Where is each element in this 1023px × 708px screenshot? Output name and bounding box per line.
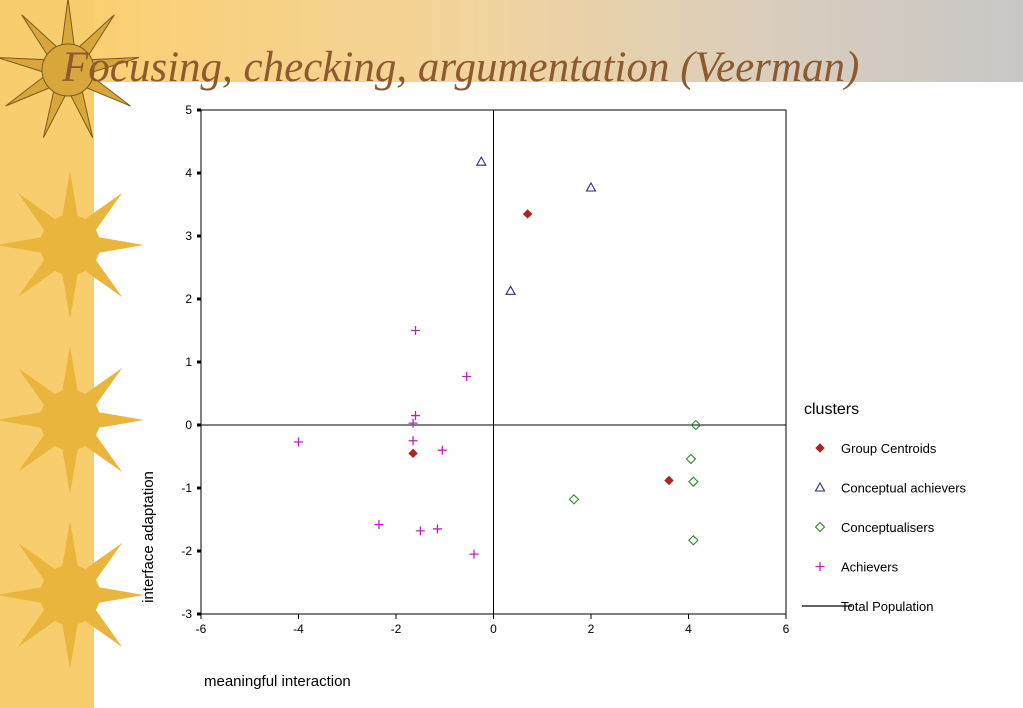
top-title-band <box>94 0 1023 82</box>
point-conceptualisers <box>568 494 580 505</box>
tick-labels: -6 -4 -2 0 2 4 6 -3 -2 -1 0 1 2 3 4 5 <box>181 103 789 636</box>
point-achievers <box>294 437 303 447</box>
legend-marker-achievers <box>815 562 825 571</box>
y-tick-mark <box>197 108 201 112</box>
y-tick-label: 3 <box>185 229 192 243</box>
x-tick-label: -2 <box>391 622 402 636</box>
legend-marker-group-centroids <box>815 443 825 453</box>
point-conceptualisers <box>685 453 697 465</box>
y-tick-mark <box>197 234 201 238</box>
x-tick-label: 4 <box>685 622 692 636</box>
y-tick-label: -1 <box>181 481 192 495</box>
legend-label-conceptualisers: Conceptualisers <box>841 520 935 535</box>
point-achievers <box>408 436 418 446</box>
y-tick-mark <box>197 360 201 364</box>
point-achievers <box>462 371 472 381</box>
x-tick-label: -4 <box>293 622 304 636</box>
x-tick-label: 6 <box>783 622 790 636</box>
axes <box>200 109 787 615</box>
legend-label-conceptual-achievers: Conceptual achievers <box>841 481 967 496</box>
sun-icon <box>0 521 144 669</box>
y-tick-mark <box>197 549 201 553</box>
data-points <box>294 156 702 559</box>
point-achievers <box>469 549 479 559</box>
sun-decoration <box>0 0 144 669</box>
y-tick-label: 4 <box>185 166 192 180</box>
x-tick-label: 0 <box>490 622 497 636</box>
legend-label-group-centroids: Group Centroids <box>841 441 937 456</box>
legend: clusters Group Centroids Conceptual achie… <box>802 401 967 614</box>
y-tick-label: 0 <box>185 418 192 432</box>
point-achievers <box>432 524 442 534</box>
y-tick-mark <box>197 612 201 616</box>
legend-title: clusters <box>804 401 859 418</box>
point-conceptualisers <box>690 419 702 431</box>
y-tick-mark <box>197 297 201 301</box>
point-achievers <box>408 418 418 428</box>
legend-label-achievers: Achievers <box>841 560 899 575</box>
point-achievers <box>437 445 447 455</box>
sun-icon <box>0 346 144 494</box>
point-achievers <box>411 326 420 335</box>
point-conceptualisers <box>688 535 699 546</box>
x-tick-label: -6 <box>196 622 207 636</box>
legend-label-total-population: Total Population <box>841 599 934 614</box>
point-group-centroids <box>664 475 674 486</box>
point-conceptual-achievers <box>585 181 597 192</box>
y-tick-mark <box>197 423 201 427</box>
scatter-plot: -6 -4 -2 0 2 4 6 -3 -2 -1 0 1 2 3 4 5 meaningful intera… <box>140 103 967 690</box>
point-conceptual-achievers <box>505 285 517 295</box>
y-tick-label: 2 <box>185 292 192 306</box>
legend-marker-conceptualisers <box>814 521 826 533</box>
x-axis-title: meaningful interaction <box>204 673 351 690</box>
point-achievers <box>411 411 420 421</box>
point-conceptualisers <box>688 476 699 487</box>
point-conceptual-achievers <box>475 156 487 166</box>
point-group-centroids <box>522 209 533 219</box>
point-achievers <box>415 526 425 536</box>
point-achievers <box>374 520 384 530</box>
y-tick-label: -2 <box>181 544 192 558</box>
y-tick-mark <box>197 486 201 490</box>
y-axis-title: interface adaptation <box>140 471 157 603</box>
x-tick-label: 2 <box>588 622 595 636</box>
sun-emblem-icon <box>0 0 140 138</box>
y-tick-label: 1 <box>185 355 192 369</box>
point-group-centroids <box>408 448 418 459</box>
y-tick-mark <box>197 171 201 175</box>
y-tick-label: -3 <box>181 607 192 621</box>
sun-icon <box>0 171 144 319</box>
y-tick-label: 5 <box>185 103 192 117</box>
legend-marker-conceptual-achievers <box>814 481 826 492</box>
slide-title: Focusing, checking, argumentation (Veerm… <box>62 44 860 91</box>
